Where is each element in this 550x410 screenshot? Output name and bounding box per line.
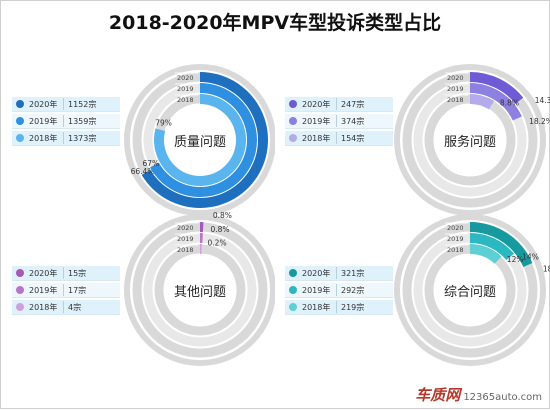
legend-row-2018: 2018年 154宗 <box>285 131 393 146</box>
pct-label-other-2020: 0.8% <box>213 211 232 220</box>
legend-count: 247宗 <box>341 99 393 110</box>
legend-separator <box>336 284 337 296</box>
legend-year: 2020年 <box>29 99 63 110</box>
legend-swatch <box>289 286 297 294</box>
ring-year-2020: 2020 <box>177 224 194 232</box>
legend-separator <box>63 98 64 110</box>
arc-other-2020 <box>200 222 203 232</box>
legend-year: 2018年 <box>29 302 63 313</box>
legend-swatch <box>289 117 297 125</box>
ring-year-2020: 2020 <box>447 74 464 82</box>
legend-year: 2019年 <box>302 285 336 296</box>
category-label-comprehensive: 综合问题 <box>430 281 510 300</box>
pct-label-service-2020: 14.3% <box>535 96 550 105</box>
pct-label-quality-2019: 67% <box>142 159 159 168</box>
ring-year-2019: 2019 <box>447 235 464 243</box>
legend-row-2019: 2019年 1359宗 <box>12 114 120 129</box>
pct-label-other-2018: 0.2% <box>208 239 227 248</box>
legend-year: 2019年 <box>29 116 63 127</box>
watermark-logo: 车质网 <box>415 386 460 404</box>
legend-count: 15宗 <box>68 268 120 279</box>
category-label-quality: 质量问题 <box>160 131 240 150</box>
legend-row-2020: 2020年 15宗 <box>12 266 120 281</box>
legend-swatch <box>16 303 24 311</box>
legend-service: 2020年 247宗 2019年 374宗 2018年 154宗 <box>285 97 393 148</box>
arc-other-2019 <box>200 233 203 243</box>
legend-row-2020: 2020年 321宗 <box>285 266 393 281</box>
legend-row-2019: 2019年 374宗 <box>285 114 393 129</box>
legend-swatch <box>16 269 24 277</box>
pct-label-comprehensive-2020: 18.5% <box>543 264 550 273</box>
legend-count: 17宗 <box>68 285 120 296</box>
category-label-other: 其他问题 <box>160 281 240 300</box>
legend-row-2019: 2019年 17宗 <box>12 283 120 298</box>
legend-year: 2018年 <box>29 133 63 144</box>
legend-swatch <box>16 286 24 294</box>
legend-count: 1359宗 <box>68 116 120 127</box>
ring-year-2018: 2018 <box>447 96 464 104</box>
pct-label-comprehensive-2018: 12% <box>507 255 524 264</box>
legend-count: 154宗 <box>341 133 393 144</box>
legend-count: 292宗 <box>341 285 393 296</box>
legend-separator <box>336 115 337 127</box>
category-label-service: 服务问题 <box>430 131 510 150</box>
legend-swatch <box>289 269 297 277</box>
legend-separator <box>63 132 64 144</box>
legend-swatch <box>289 100 297 108</box>
legend-other: 2020年 15宗 2019年 17宗 2018年 4宗 <box>12 266 120 317</box>
legend-year: 2019年 <box>29 285 63 296</box>
legend-count: 374宗 <box>341 116 393 127</box>
ring-year-2020: 2020 <box>177 74 194 82</box>
legend-swatch <box>16 100 24 108</box>
legend-row-2018: 2018年 1373宗 <box>12 131 120 146</box>
legend-separator <box>336 132 337 144</box>
legend-comprehensive: 2020年 321宗 2019年 292宗 2018年 219宗 <box>285 266 393 317</box>
legend-count: 1152宗 <box>68 99 120 110</box>
pct-label-comprehensive-2019: 14% <box>522 252 539 261</box>
legend-quality: 2020年 1152宗 2019年 1359宗 2018年 1373宗 <box>12 97 120 148</box>
ring-year-2019: 2019 <box>447 85 464 93</box>
pct-label-service-2018: 8.8% <box>500 98 519 107</box>
legend-count: 321宗 <box>341 268 393 279</box>
legend-year: 2018年 <box>302 133 336 144</box>
pct-label-quality-2018: 79% <box>155 119 172 128</box>
legend-year: 2020年 <box>302 99 336 110</box>
legend-separator <box>336 301 337 313</box>
legend-year: 2018年 <box>302 302 336 313</box>
legend-separator <box>63 284 64 296</box>
panel-other: 0.8% 0.8% 0.2% 2020 2019 2018 2020年 15宗 2019年 17… <box>0 210 275 410</box>
legend-count: 1373宗 <box>68 133 120 144</box>
page-title: 2018-2020年MPV车型投诉类型占比 <box>0 8 550 35</box>
ring-year-2019: 2019 <box>177 235 194 243</box>
ring-year-2019: 2019 <box>177 85 194 93</box>
legend-swatch <box>289 303 297 311</box>
legend-row-2018: 2018年 219宗 <box>285 300 393 315</box>
legend-separator <box>63 267 64 279</box>
legend-year: 2020年 <box>29 268 63 279</box>
watermark-url: 12365auto.com <box>463 392 542 403</box>
legend-swatch <box>289 134 297 142</box>
ring-year-2018: 2018 <box>177 246 194 254</box>
legend-row-2020: 2020年 247宗 <box>285 97 393 112</box>
legend-swatch <box>16 117 24 125</box>
pct-label-service-2019: 18.2% <box>529 117 550 126</box>
panel-comprehensive: 18.5% 14%12% 2020 2019 2018 2020年 321宗 2019年 29… <box>275 210 550 410</box>
ring-year-2020: 2020 <box>447 224 464 232</box>
legend-year: 2019年 <box>302 116 336 127</box>
legend-swatch <box>16 134 24 142</box>
legend-separator <box>336 267 337 279</box>
legend-row-2018: 2018年 4宗 <box>12 300 120 315</box>
legend-year: 2020年 <box>302 268 336 279</box>
legend-count: 4宗 <box>68 302 120 313</box>
ring-year-2018: 2018 <box>177 96 194 104</box>
pct-label-other-2019: 0.8% <box>211 225 230 234</box>
legend-row-2020: 2020年 1152宗 <box>12 97 120 112</box>
ring-year-2018: 2018 <box>447 246 464 254</box>
legend-separator <box>336 98 337 110</box>
legend-separator <box>63 115 64 127</box>
legend-row-2019: 2019年 292宗 <box>285 283 393 298</box>
legend-count: 219宗 <box>341 302 393 313</box>
legend-separator <box>63 301 64 313</box>
